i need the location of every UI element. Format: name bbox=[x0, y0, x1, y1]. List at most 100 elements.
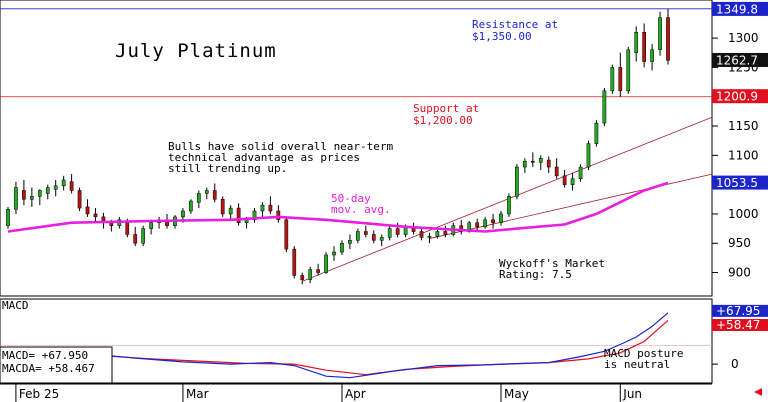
candle bbox=[30, 187, 34, 207]
candle bbox=[570, 172, 575, 191]
x-tick-label: Jun bbox=[622, 387, 642, 401]
candle bbox=[538, 155, 543, 170]
candle-up bbox=[61, 179, 66, 187]
candle bbox=[499, 211, 503, 226]
candle bbox=[276, 205, 281, 223]
price-tag bbox=[712, 175, 768, 190]
candle-up bbox=[14, 187, 18, 210]
candle-up bbox=[189, 200, 193, 212]
candle-up bbox=[252, 210, 257, 221]
ma-note-line2: mov. avg. bbox=[331, 203, 391, 216]
price-tag bbox=[712, 1, 768, 16]
candle-down bbox=[443, 231, 448, 235]
scroll-left-arrow-icon[interactable] bbox=[754, 388, 762, 396]
candle bbox=[324, 252, 328, 274]
candle bbox=[602, 87, 607, 127]
candle bbox=[523, 158, 527, 173]
candle-up bbox=[149, 222, 153, 229]
candle bbox=[141, 225, 146, 247]
candle-down bbox=[642, 31, 646, 62]
macd-posture-line1: MACD posture bbox=[604, 347, 683, 360]
macd-tag-label: +58.47 bbox=[716, 318, 760, 332]
candle-up bbox=[260, 204, 265, 212]
candle-down bbox=[22, 190, 26, 200]
candle-up bbox=[427, 235, 432, 238]
candle-up bbox=[348, 240, 352, 244]
price-tag bbox=[712, 52, 768, 67]
candle-up bbox=[586, 143, 591, 168]
candle bbox=[22, 179, 26, 206]
macd-tag bbox=[712, 319, 768, 332]
candle-down bbox=[554, 166, 559, 177]
candle bbox=[594, 120, 599, 147]
macd-readout-macd: MACD= +67.950 bbox=[2, 349, 88, 362]
candle-up bbox=[602, 90, 607, 124]
macd-tag bbox=[712, 304, 768, 317]
candle-up bbox=[387, 228, 392, 238]
candle-up bbox=[324, 254, 328, 273]
bulls-note-line3: still trending up. bbox=[168, 162, 287, 175]
candle-up bbox=[37, 190, 42, 197]
x-tick-label: Feb 25 bbox=[19, 387, 59, 401]
candle-up bbox=[578, 166, 583, 180]
x-tick-label: Apr bbox=[345, 387, 366, 401]
candle bbox=[236, 203, 241, 226]
candle-up bbox=[626, 49, 631, 92]
y-tick-label: 950 bbox=[728, 236, 751, 250]
candle bbox=[260, 202, 265, 217]
candle-down bbox=[236, 207, 241, 223]
candle-down bbox=[212, 190, 217, 200]
moving-average-line bbox=[7, 181, 669, 233]
candle bbox=[443, 225, 448, 238]
candle-up bbox=[308, 269, 313, 280]
macd-line bbox=[7, 312, 669, 379]
candle bbox=[379, 234, 384, 247]
candle bbox=[77, 187, 82, 212]
candle-down bbox=[395, 228, 400, 235]
candle bbox=[69, 174, 74, 194]
candle-down bbox=[562, 175, 567, 185]
candle bbox=[371, 230, 376, 244]
candle-down bbox=[618, 67, 623, 92]
candle-down bbox=[133, 234, 138, 244]
candle-down bbox=[546, 159, 551, 168]
candle bbox=[356, 228, 360, 244]
candle-up bbox=[340, 242, 344, 253]
candle bbox=[475, 218, 480, 231]
candle-down bbox=[491, 219, 495, 223]
candle-down bbox=[284, 219, 289, 250]
candle-up bbox=[634, 31, 639, 54]
candle-up bbox=[483, 219, 487, 228]
candle-down bbox=[419, 231, 424, 238]
candle-down bbox=[268, 204, 273, 212]
candle-up bbox=[356, 231, 360, 241]
candle-up bbox=[594, 122, 599, 144]
price-tag-label: 1053.5 bbox=[716, 176, 758, 190]
candle bbox=[308, 266, 313, 284]
candle-down bbox=[69, 181, 74, 191]
candle bbox=[45, 184, 50, 200]
candle-up bbox=[30, 196, 34, 200]
macd-label: MACD bbox=[2, 299, 29, 312]
candle bbox=[53, 179, 58, 197]
candle bbox=[340, 240, 344, 255]
chart-title: July Platinum bbox=[115, 40, 277, 62]
candle bbox=[491, 213, 495, 229]
ma-note-line1: 50-day bbox=[331, 192, 371, 205]
candle-up bbox=[332, 251, 336, 256]
candle-up bbox=[499, 213, 503, 223]
price-tag-label: 1349.8 bbox=[716, 2, 758, 16]
price-tag bbox=[712, 89, 768, 104]
candle bbox=[562, 169, 567, 188]
candle-up bbox=[650, 49, 654, 62]
candle bbox=[411, 222, 416, 235]
candle-down bbox=[363, 231, 368, 235]
y-tick-label: 900 bbox=[728, 266, 751, 280]
candle bbox=[37, 189, 42, 206]
candle bbox=[252, 208, 257, 223]
candle-down bbox=[220, 199, 225, 215]
candle bbox=[666, 8, 670, 65]
candle bbox=[658, 11, 662, 56]
candle bbox=[292, 246, 297, 279]
candle bbox=[284, 216, 289, 253]
